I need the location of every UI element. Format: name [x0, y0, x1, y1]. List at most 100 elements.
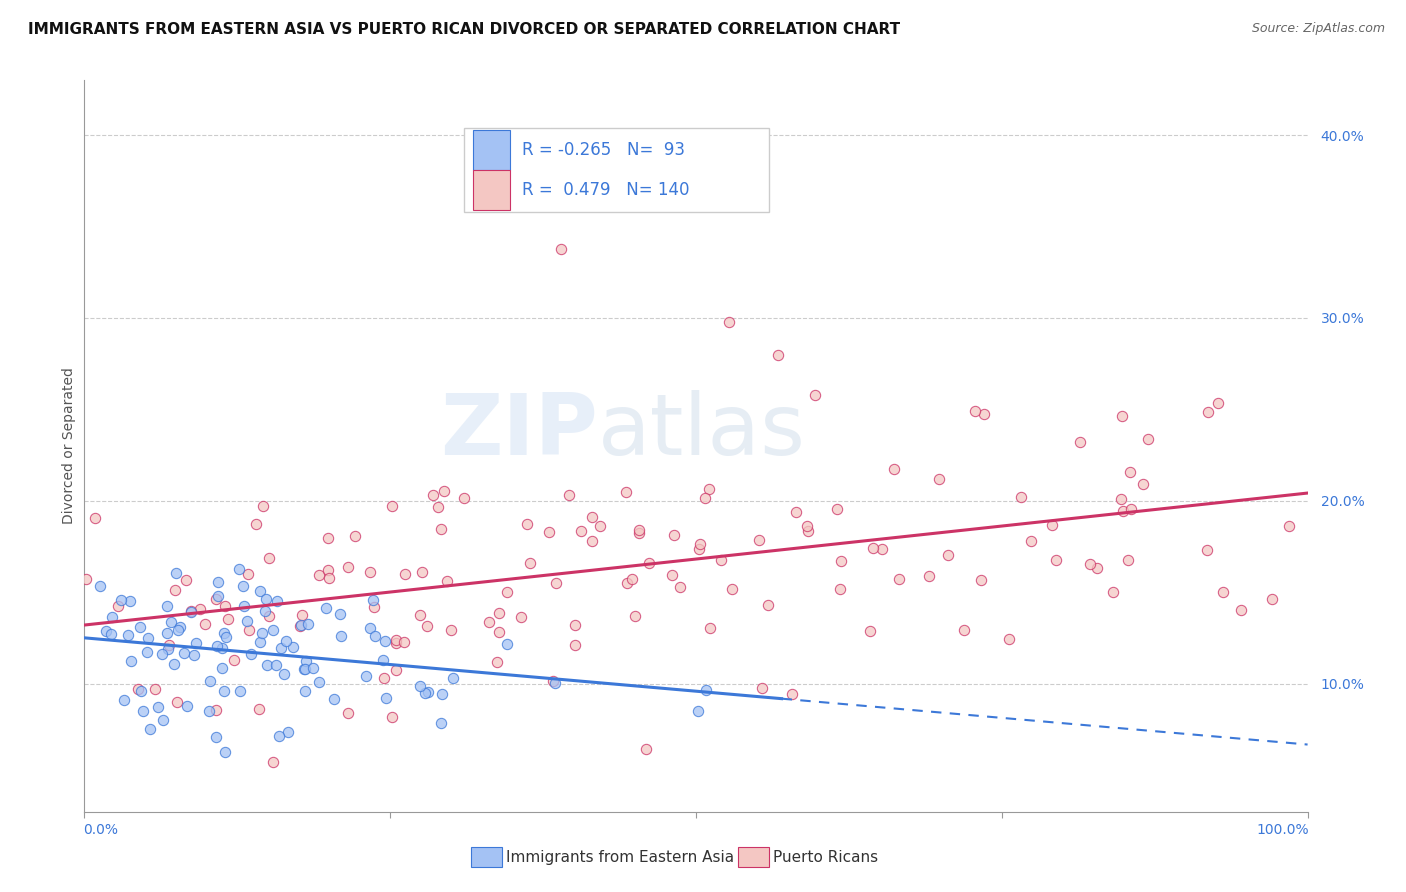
- Point: [1040, 518, 1063, 533]
- Point: [918, 568, 941, 582]
- Point: [166, 624, 188, 638]
- Point: [207, 589, 229, 603]
- Point: [212, 684, 235, 698]
- Point: [710, 553, 733, 567]
- Text: IMMIGRANTS FROM EASTERN ASIA VS PUERTO RICAN DIVORCED OR SEPARATED CORRELATION C: IMMIGRANTS FROM EASTERN ASIA VS PUERTO R…: [28, 22, 900, 37]
- Point: [264, 658, 287, 673]
- Point: [290, 619, 312, 633]
- Point: [266, 594, 288, 608]
- Point: [236, 567, 259, 582]
- Point: [440, 624, 463, 638]
- Point: [443, 671, 465, 685]
- Point: [519, 556, 541, 570]
- Point: [488, 607, 510, 621]
- Point: [294, 684, 316, 698]
- Point: [233, 599, 256, 613]
- Point: [614, 485, 637, 500]
- Point: [274, 634, 297, 648]
- Point: [550, 242, 572, 256]
- Point: [295, 654, 318, 668]
- Point: [1136, 432, 1159, 446]
- Point: [267, 729, 290, 743]
- Point: [415, 619, 437, 633]
- Point: [510, 609, 533, 624]
- Point: [478, 615, 501, 630]
- Point: [688, 542, 710, 557]
- Point: [318, 571, 340, 585]
- Point: [371, 653, 394, 667]
- Point: [308, 674, 330, 689]
- Point: [155, 599, 177, 614]
- Point: [301, 661, 323, 675]
- Point: [628, 523, 651, 537]
- Point: [316, 563, 339, 577]
- Point: [453, 491, 475, 506]
- Point: [1010, 490, 1032, 504]
- Point: [364, 629, 387, 643]
- Point: [297, 617, 319, 632]
- Point: [718, 315, 741, 329]
- Point: [661, 568, 683, 582]
- Point: [214, 625, 236, 640]
- Point: [180, 605, 202, 619]
- Point: [883, 461, 905, 475]
- Point: [430, 522, 453, 536]
- Point: [516, 516, 538, 531]
- Text: Immigrants from Eastern Asia: Immigrants from Eastern Asia: [506, 850, 734, 864]
- Point: [488, 625, 510, 640]
- Point: [215, 631, 238, 645]
- Point: [830, 554, 852, 568]
- Point: [294, 662, 316, 676]
- Point: [796, 524, 818, 538]
- Point: [427, 500, 450, 514]
- Point: [695, 491, 717, 505]
- Point: [157, 642, 180, 657]
- Point: [1195, 542, 1218, 557]
- Point: [253, 604, 276, 618]
- Point: [564, 638, 586, 652]
- Point: [1132, 477, 1154, 491]
- Point: [329, 607, 352, 622]
- Point: [374, 634, 396, 648]
- Point: [100, 627, 122, 641]
- Point: [564, 618, 586, 632]
- Point: [1278, 518, 1301, 533]
- Point: [1197, 404, 1219, 418]
- Point: [664, 528, 686, 542]
- Point: [174, 573, 197, 587]
- Text: R =  0.479   N= 140: R = 0.479 N= 140: [522, 181, 690, 199]
- Point: [207, 574, 229, 589]
- Point: [139, 722, 162, 736]
- Point: [337, 560, 360, 574]
- Point: [756, 598, 779, 612]
- Point: [782, 687, 804, 701]
- Point: [129, 619, 152, 633]
- Point: [204, 591, 226, 606]
- Point: [1101, 585, 1123, 599]
- Point: [176, 698, 198, 713]
- Bar: [474, 169, 510, 211]
- Point: [363, 592, 385, 607]
- Point: [546, 575, 568, 590]
- Point: [624, 609, 647, 624]
- Point: [699, 621, 721, 635]
- Point: [385, 636, 408, 650]
- Point: [432, 483, 454, 498]
- Point: [385, 632, 408, 647]
- Point: [229, 683, 252, 698]
- Point: [616, 575, 638, 590]
- Point: [936, 548, 959, 562]
- Text: 0.0%: 0.0%: [83, 822, 118, 837]
- Point: [262, 755, 284, 769]
- Y-axis label: Divorced or Separated: Divorced or Separated: [62, 368, 76, 524]
- Point: [1119, 502, 1142, 516]
- Point: [323, 691, 346, 706]
- Point: [374, 690, 396, 705]
- Point: [621, 573, 644, 587]
- Point: [363, 599, 385, 614]
- Point: [634, 742, 657, 756]
- Point: [748, 533, 770, 547]
- Point: [1230, 603, 1253, 617]
- Point: [316, 531, 339, 545]
- Text: R = -0.265   N=  93: R = -0.265 N= 93: [522, 141, 685, 159]
